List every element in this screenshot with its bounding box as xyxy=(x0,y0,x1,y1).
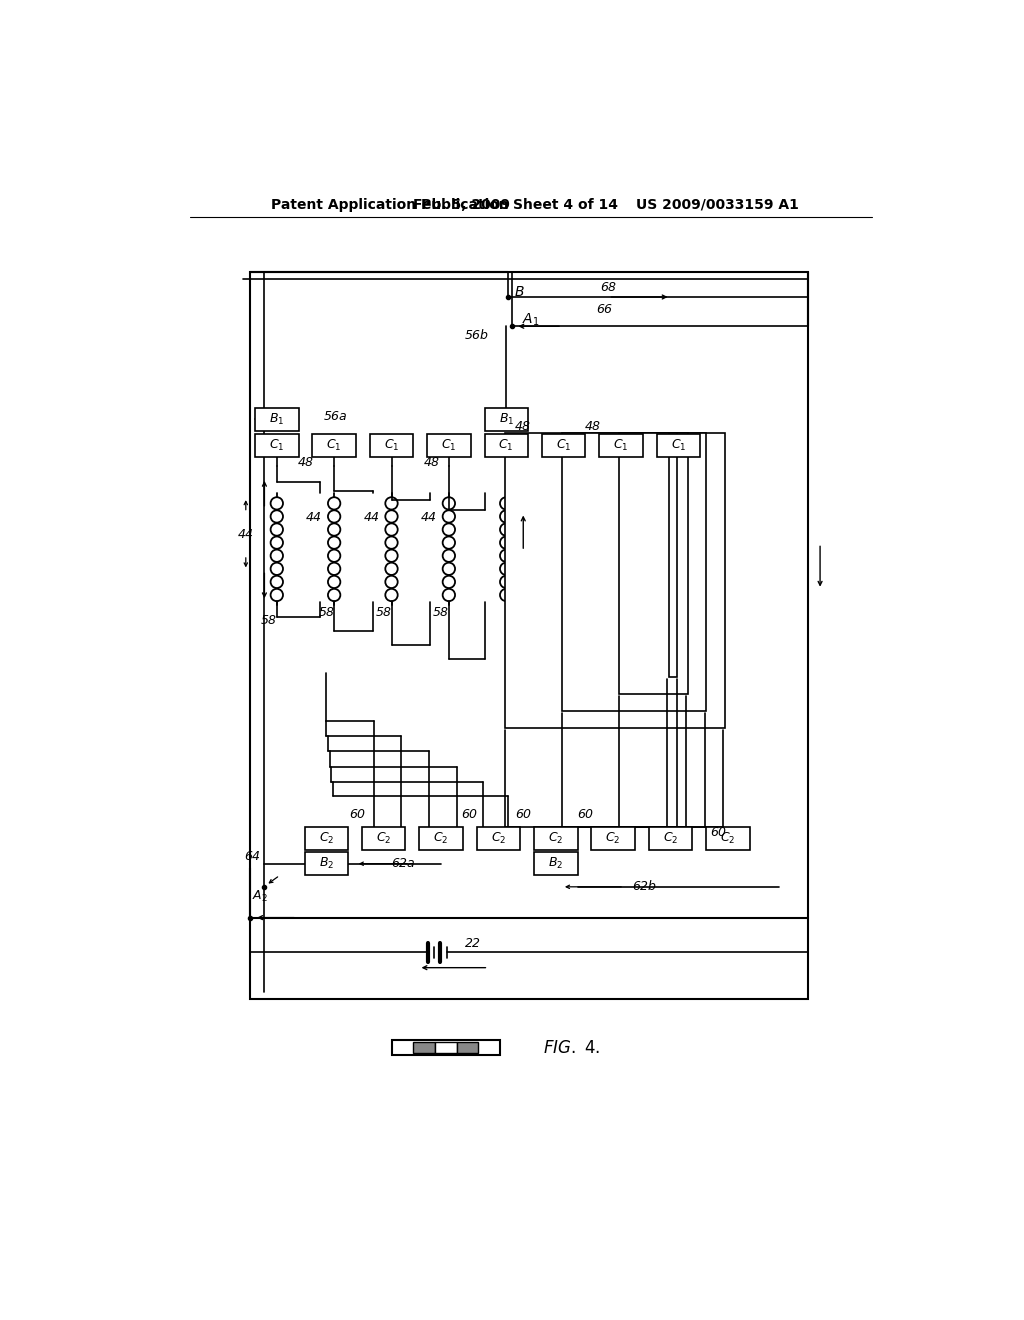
Text: $B$: $B$ xyxy=(514,285,524,300)
Text: 56a: 56a xyxy=(324,409,347,422)
Bar xyxy=(484,434,528,457)
Text: 58: 58 xyxy=(261,614,278,627)
Text: 44: 44 xyxy=(364,511,379,524)
Text: Sheet 4 of 14: Sheet 4 of 14 xyxy=(513,198,618,211)
Bar xyxy=(457,1043,478,1053)
Text: 22: 22 xyxy=(465,936,481,949)
Text: $C_2$: $C_2$ xyxy=(376,830,391,846)
Text: 44: 44 xyxy=(421,511,436,524)
Bar xyxy=(312,434,356,457)
Bar xyxy=(251,272,809,999)
Text: 60: 60 xyxy=(461,808,477,821)
Text: 60: 60 xyxy=(515,808,531,821)
Text: 64: 64 xyxy=(244,850,260,862)
Text: $B_1$: $B_1$ xyxy=(269,412,285,426)
Text: $C_1$: $C_1$ xyxy=(384,438,399,453)
Text: 44: 44 xyxy=(306,511,322,524)
Text: 60: 60 xyxy=(711,825,727,838)
Text: 62b: 62b xyxy=(632,880,655,894)
Text: 48: 48 xyxy=(298,455,314,469)
Text: 58: 58 xyxy=(433,606,450,619)
Bar xyxy=(535,853,578,875)
Text: 48: 48 xyxy=(585,420,601,433)
Bar xyxy=(592,826,635,850)
Text: 60: 60 xyxy=(578,808,593,821)
Text: 62a: 62a xyxy=(391,857,415,870)
Text: $B_1$: $B_1$ xyxy=(499,412,514,426)
Bar xyxy=(656,434,700,457)
Bar xyxy=(255,434,299,457)
Bar xyxy=(305,853,348,875)
Bar xyxy=(477,826,520,850)
Text: $C_1$: $C_1$ xyxy=(613,438,629,453)
Text: $C_2$: $C_2$ xyxy=(318,830,334,846)
Text: 60: 60 xyxy=(349,808,366,821)
Bar xyxy=(649,826,692,850)
Bar xyxy=(420,826,463,850)
Text: 58: 58 xyxy=(318,606,335,619)
Bar xyxy=(620,433,687,694)
Bar xyxy=(669,433,677,677)
Text: $C_1$: $C_1$ xyxy=(671,438,686,453)
Text: $B_2$: $B_2$ xyxy=(548,857,563,871)
Bar xyxy=(435,1043,457,1053)
Bar xyxy=(255,408,299,432)
Text: $B_2$: $B_2$ xyxy=(318,857,334,871)
Bar xyxy=(562,433,707,711)
Text: 68: 68 xyxy=(600,281,616,294)
Bar xyxy=(599,434,643,457)
Bar xyxy=(362,826,406,850)
Text: $C_2$: $C_2$ xyxy=(720,830,735,846)
Bar xyxy=(505,433,725,729)
Text: $C_2$: $C_2$ xyxy=(605,830,621,846)
Text: $C_2$: $C_2$ xyxy=(433,830,449,846)
Bar xyxy=(707,826,750,850)
Bar xyxy=(427,434,471,457)
Text: $C_1$: $C_1$ xyxy=(269,438,285,453)
Bar xyxy=(391,1040,500,1056)
Bar xyxy=(305,826,348,850)
Text: $C_1$: $C_1$ xyxy=(441,438,457,453)
Bar xyxy=(414,1043,435,1053)
Text: $A_1$: $A_1$ xyxy=(522,312,540,329)
Bar xyxy=(542,434,586,457)
Text: 44: 44 xyxy=(238,528,254,541)
Text: 48: 48 xyxy=(424,455,439,469)
Text: $C_2$: $C_2$ xyxy=(548,830,563,846)
Text: $C_1$: $C_1$ xyxy=(327,438,342,453)
Text: $C_1$: $C_1$ xyxy=(499,438,514,453)
Bar xyxy=(535,826,578,850)
Text: US 2009/0033159 A1: US 2009/0033159 A1 xyxy=(636,198,799,211)
Text: $C_2$: $C_2$ xyxy=(663,830,678,846)
Text: 56b: 56b xyxy=(465,329,488,342)
Text: Feb. 5, 2009: Feb. 5, 2009 xyxy=(413,198,510,211)
Text: 58: 58 xyxy=(376,606,392,619)
Text: Patent Application Publication: Patent Application Publication xyxy=(271,198,509,211)
Bar xyxy=(484,408,528,432)
Text: 48: 48 xyxy=(515,420,531,433)
Text: 66: 66 xyxy=(596,302,612,315)
Text: $FIG.\ 4.$: $FIG.\ 4.$ xyxy=(543,1039,600,1057)
Bar xyxy=(370,434,414,457)
Text: $C_1$: $C_1$ xyxy=(556,438,571,453)
Text: $A_2$: $A_2$ xyxy=(252,888,267,904)
Text: $C_2$: $C_2$ xyxy=(490,830,506,846)
